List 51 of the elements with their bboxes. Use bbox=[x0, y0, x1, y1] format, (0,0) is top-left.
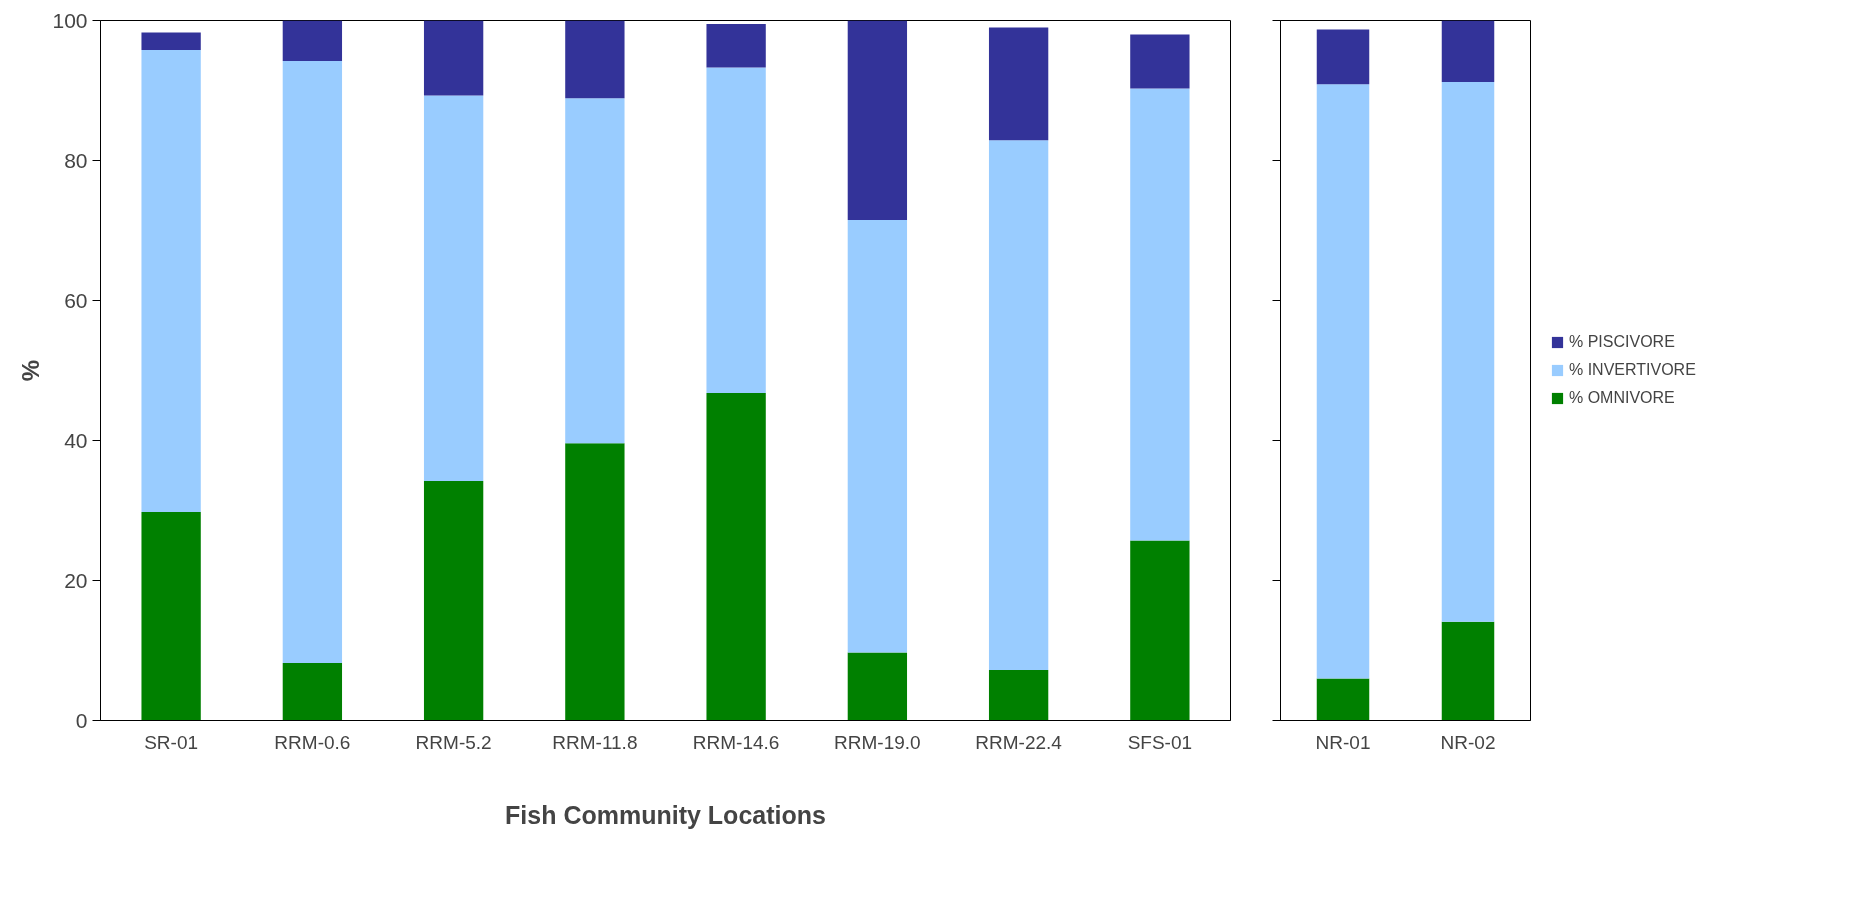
bar bbox=[1316, 678, 1370, 721]
y-tick-label: 60 bbox=[64, 288, 88, 312]
bar bbox=[988, 27, 1049, 141]
bar bbox=[847, 20, 908, 220]
bar bbox=[1441, 621, 1495, 721]
legend-label: % PISCIVORE bbox=[1569, 333, 1675, 351]
bar bbox=[141, 32, 201, 50]
bar bbox=[141, 511, 201, 721]
bar bbox=[423, 481, 484, 721]
bar bbox=[1316, 84, 1370, 679]
bar bbox=[706, 67, 766, 393]
legend-label: % OMNIVORE bbox=[1569, 389, 1675, 407]
x-tick-label: RRM-14.6 bbox=[692, 731, 780, 753]
bar bbox=[847, 652, 908, 721]
y-tick-label: 40 bbox=[64, 428, 88, 452]
bar bbox=[282, 20, 343, 62]
x-tick-label: SFS-01 bbox=[1127, 731, 1193, 753]
x-tick-label: SR-01 bbox=[144, 731, 199, 753]
bar bbox=[988, 670, 1049, 721]
x-axis-title: Fish Community Locations bbox=[505, 800, 826, 829]
x-tick-label: NR-02 bbox=[1440, 731, 1496, 753]
bar bbox=[847, 220, 908, 653]
bar bbox=[1130, 88, 1190, 541]
x-tick-label: RRM-19.0 bbox=[834, 731, 921, 753]
y-tick-label: 80 bbox=[64, 148, 88, 172]
bar bbox=[988, 140, 1049, 671]
bar bbox=[282, 663, 343, 721]
bar bbox=[423, 95, 484, 482]
bar bbox=[1441, 82, 1495, 622]
legend-label: % INVERTIVORE bbox=[1569, 361, 1696, 379]
x-tick-label: RRM-5.2 bbox=[415, 731, 492, 753]
bar bbox=[565, 98, 625, 444]
bar bbox=[1130, 540, 1190, 721]
bar bbox=[565, 20, 625, 99]
bar bbox=[1316, 29, 1370, 85]
y-tick-label: 0 bbox=[75, 708, 88, 732]
y-tick-label: 100 bbox=[52, 8, 88, 32]
bar bbox=[565, 443, 625, 721]
x-tick-label: RRM-22.4 bbox=[975, 731, 1063, 753]
y-axis-title: % bbox=[17, 359, 45, 382]
bar bbox=[423, 20, 484, 96]
bar bbox=[706, 24, 766, 68]
bar bbox=[141, 49, 201, 512]
x-tick-label: RRM-0.6 bbox=[274, 731, 351, 753]
bar bbox=[1441, 20, 1495, 83]
bar bbox=[706, 392, 766, 721]
x-tick-label: RRM-11.8 bbox=[552, 731, 638, 753]
y-tick-label: 20 bbox=[64, 568, 88, 592]
bar bbox=[1130, 34, 1190, 89]
x-tick-label: NR-01 bbox=[1315, 731, 1371, 753]
bar bbox=[282, 61, 343, 664]
